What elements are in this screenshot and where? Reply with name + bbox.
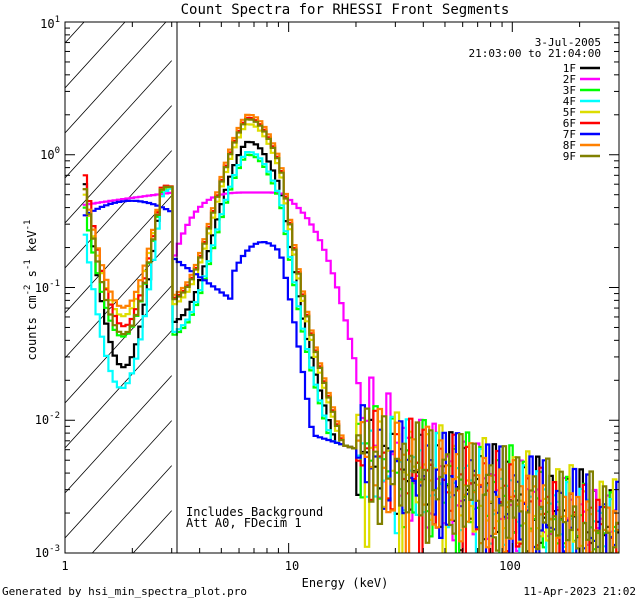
hatch-line-6 xyxy=(65,195,173,314)
y-tick-exp-1e1: 1 xyxy=(55,15,60,25)
x-tick-label-100: 100 xyxy=(499,559,521,573)
legend-label-8F: 8F xyxy=(563,139,576,152)
y-label-part-s: s xyxy=(25,270,39,284)
legend-label-9F: 9F xyxy=(563,150,576,163)
x-axis-label: Energy (keV) xyxy=(302,576,389,590)
footer-timestamp: 11-Apr-2023 21:02 xyxy=(523,585,636,598)
hatch-line-13 xyxy=(132,510,173,553)
x-tick-label-10: 10 xyxy=(285,559,299,573)
hatch-line-4 xyxy=(65,105,173,224)
y-tick-base-1e-1: 10 xyxy=(35,281,49,295)
y-tick-base-1e0: 10 xyxy=(40,148,54,162)
chart-title: Count Spectra for RHESSI Front Segments xyxy=(181,2,510,18)
y-tick-label-1e1: 101 xyxy=(40,15,60,31)
y-label-part-kev: keV xyxy=(25,230,39,259)
hatch-line-11 xyxy=(65,420,173,539)
y-tick-label-1e-1: 10-1 xyxy=(35,279,60,295)
legend-label-2F: 2F xyxy=(563,73,576,86)
y-axis-label: counts cm-2 s-1 keV-1 xyxy=(23,220,39,361)
legend-label-3F: 3F xyxy=(563,84,576,97)
y-tick-label-1e0: 100 xyxy=(40,146,60,162)
y-tick-label-1e-3: 10-3 xyxy=(35,544,60,560)
annotation-attenuator: Att A0, FDecim 1 xyxy=(186,516,302,530)
hatch-line-12 xyxy=(91,465,173,553)
legend-label-4F: 4F xyxy=(563,95,576,108)
annotation-background: Includes Background xyxy=(186,505,323,519)
excluded-energy-hatch xyxy=(65,22,173,553)
hatch-line-10 xyxy=(65,375,173,494)
hatch-line-0 xyxy=(65,22,85,44)
hatch-line-8 xyxy=(65,285,173,404)
y-label-part-counts: counts cm xyxy=(25,295,39,360)
y-tick-base-1e-3: 10 xyxy=(35,546,49,560)
y-tick-exp-1e0: 0 xyxy=(55,146,60,156)
y-tick-exp-1e-2: -2 xyxy=(49,411,60,421)
y-tick-exp-1e-1: -1 xyxy=(49,279,60,289)
y-tick-label-1e-2: 10-2 xyxy=(35,411,60,427)
hatch-line-5 xyxy=(65,150,173,269)
y-tick-base-1e-2: 10 xyxy=(35,413,49,427)
axis-ticks xyxy=(64,21,620,554)
y-label-exp-kev: -1 xyxy=(23,220,33,231)
y-tick-exp-1e-3: -3 xyxy=(49,544,60,554)
x-tick-label-1: 1 xyxy=(61,559,68,573)
legend-label-7F: 7F xyxy=(563,128,576,141)
series-line-9F xyxy=(82,118,619,553)
y-tick-base-1e1: 10 xyxy=(40,17,54,31)
hatch-line-2 xyxy=(65,22,167,134)
hatch-line-9 xyxy=(65,330,173,449)
legend-label-6F: 6F xyxy=(563,117,576,130)
y-label-exp-s: -1 xyxy=(23,259,33,270)
annotation-date: 3-Jul-2005 xyxy=(535,36,601,49)
legend-label-5F: 5F xyxy=(563,106,576,119)
annotation-time-range: 21:03:00 to 21:04:00 xyxy=(469,47,601,60)
legend-label-1F: 1F xyxy=(563,62,576,75)
footer-generator: Generated by hsi_min_spectra_plot.pro xyxy=(2,585,247,598)
series-lines xyxy=(82,113,619,553)
hatch-line-3 xyxy=(65,60,173,179)
y-label-exp-cm: -2 xyxy=(23,285,33,296)
hatch-line-1 xyxy=(65,22,126,89)
